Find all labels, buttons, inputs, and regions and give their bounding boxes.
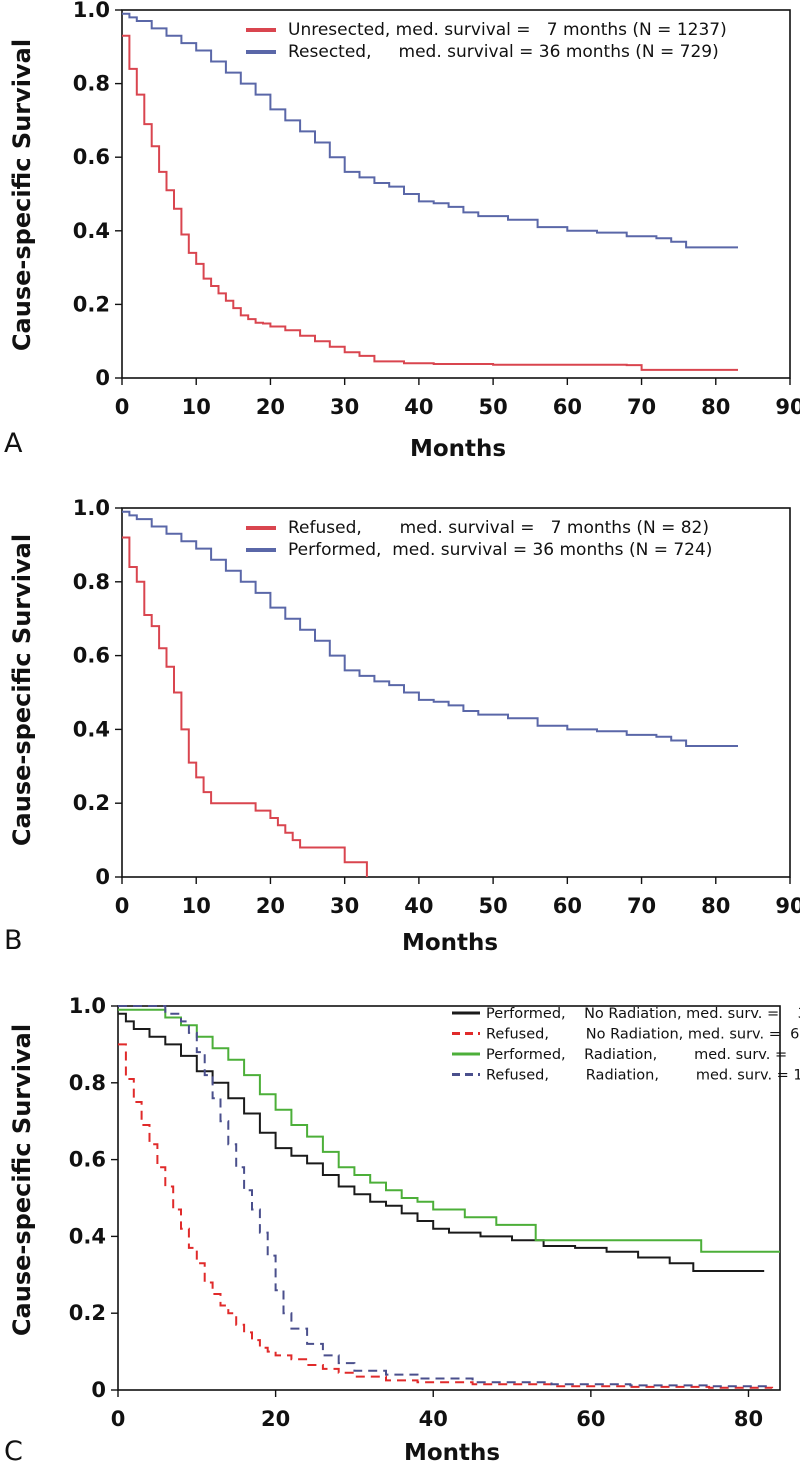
y-tick-label: 0.8 (69, 1071, 106, 1095)
x-tick-label: 40 (404, 894, 433, 918)
x-tick-label: 50 (478, 894, 507, 918)
y-tick-label: 0 (91, 1378, 106, 1402)
legend-label: Performed, Radiation, med. surv. = 36 mo… (486, 1047, 800, 1063)
x-tick-label: 60 (576, 1407, 605, 1431)
plot-frame (117, 1005, 781, 1391)
legend-label: Refused, med. survival = 7 months (N = 8… (288, 518, 709, 538)
y-tick-label: 1.0 (69, 994, 106, 1018)
x-tick-label: 70 (627, 395, 656, 419)
x-tick-label: 20 (261, 1407, 290, 1431)
series-line-3 (118, 1008, 780, 1253)
x-tick-label: 10 (182, 894, 211, 918)
y-tick-label: 1.0 (73, 0, 110, 22)
y-tick-label: 0.6 (73, 644, 110, 668)
panel-c: C Cause-specific Survival Months 0 20 40 60… (4, 994, 800, 1467)
x-tick-label: 70 (627, 894, 656, 918)
legend-label: Performed, No Radiation, med. surv. = 30… (486, 1006, 800, 1022)
x-tick-label: 0 (115, 395, 130, 419)
plot-frame (121, 9, 791, 379)
x-tick-label: 0 (111, 1407, 126, 1431)
series-line-2 (118, 1043, 774, 1389)
x-tick-label: 40 (419, 1407, 448, 1431)
series-line-2 (122, 510, 738, 747)
y-axis-label: Cause-specific Survival (8, 534, 36, 846)
panel-letter: A (4, 428, 23, 459)
x-tick-label: 20 (256, 395, 285, 419)
y-tick-label: 0.2 (73, 292, 110, 316)
series-line-2 (122, 12, 738, 249)
x-tick-label: 80 (701, 395, 730, 419)
x-tick-label: 80 (734, 1407, 763, 1431)
x-tick-label: 40 (404, 395, 433, 419)
x-tick-label: 60 (553, 894, 582, 918)
y-tick-label: 0.6 (73, 145, 110, 169)
x-tick-label: 30 (330, 894, 359, 918)
legend-label: Resected, med. survival = 36 months (N =… (288, 42, 719, 62)
x-tick-label: 10 (182, 395, 211, 419)
y-tick-label: 0.2 (69, 1301, 106, 1325)
y-tick-label: 0.4 (69, 1224, 106, 1248)
y-tick-label: 1.0 (73, 496, 110, 520)
x-tick-label: 80 (701, 894, 730, 918)
y-tick-label: 0.4 (73, 219, 110, 243)
y-tick-label: 0.8 (73, 72, 110, 96)
series-line-1 (122, 34, 738, 371)
legend-label: Refused, Radiation, med. surv. = 12.3 mo… (486, 1068, 800, 1084)
y-tick-label: 0.6 (69, 1148, 106, 1172)
legend-label: Performed, med. survival = 36 months (N … (288, 540, 712, 560)
panel-b: B Cause-specific Survival Months 0 10 20 30… (4, 496, 800, 956)
y-axis-label: Cause-specific Survival (8, 1024, 36, 1336)
x-tick-label: 50 (478, 395, 507, 419)
y-tick-label: 0.4 (73, 717, 110, 741)
x-tick-label: 90 (775, 395, 800, 419)
panel-letter: C (4, 1436, 23, 1467)
series-line-4 (118, 1005, 773, 1388)
x-axis-label: Months (402, 930, 498, 956)
y-tick-label: 0 (95, 366, 110, 390)
x-axis-label: Months (404, 1440, 500, 1466)
x-tick-label: 30 (330, 395, 359, 419)
x-axis-label: Months (410, 436, 506, 462)
series-line-1 (118, 1012, 765, 1272)
legend-label: Refused, No Radiation, med. surv. = 6.3 … (486, 1027, 800, 1043)
plot-frame (121, 507, 791, 878)
series-line-1 (122, 536, 368, 877)
y-axis-label: Cause-specific Survival (8, 39, 36, 351)
panel-a: A Cause-specific Survival Months 0 10 20 30… (4, 0, 800, 462)
x-tick-label: 0 (115, 894, 130, 918)
y-tick-label: 0 (95, 865, 110, 889)
x-tick-label: 90 (775, 894, 800, 918)
legend-label: Unresected, med. survival = 7 months (N … (288, 20, 727, 40)
panel-letter: B (4, 925, 23, 956)
x-tick-label: 20 (256, 894, 285, 918)
y-tick-label: 0.2 (73, 791, 110, 815)
y-tick-label: 0.8 (73, 570, 110, 594)
x-tick-label: 60 (553, 395, 582, 419)
